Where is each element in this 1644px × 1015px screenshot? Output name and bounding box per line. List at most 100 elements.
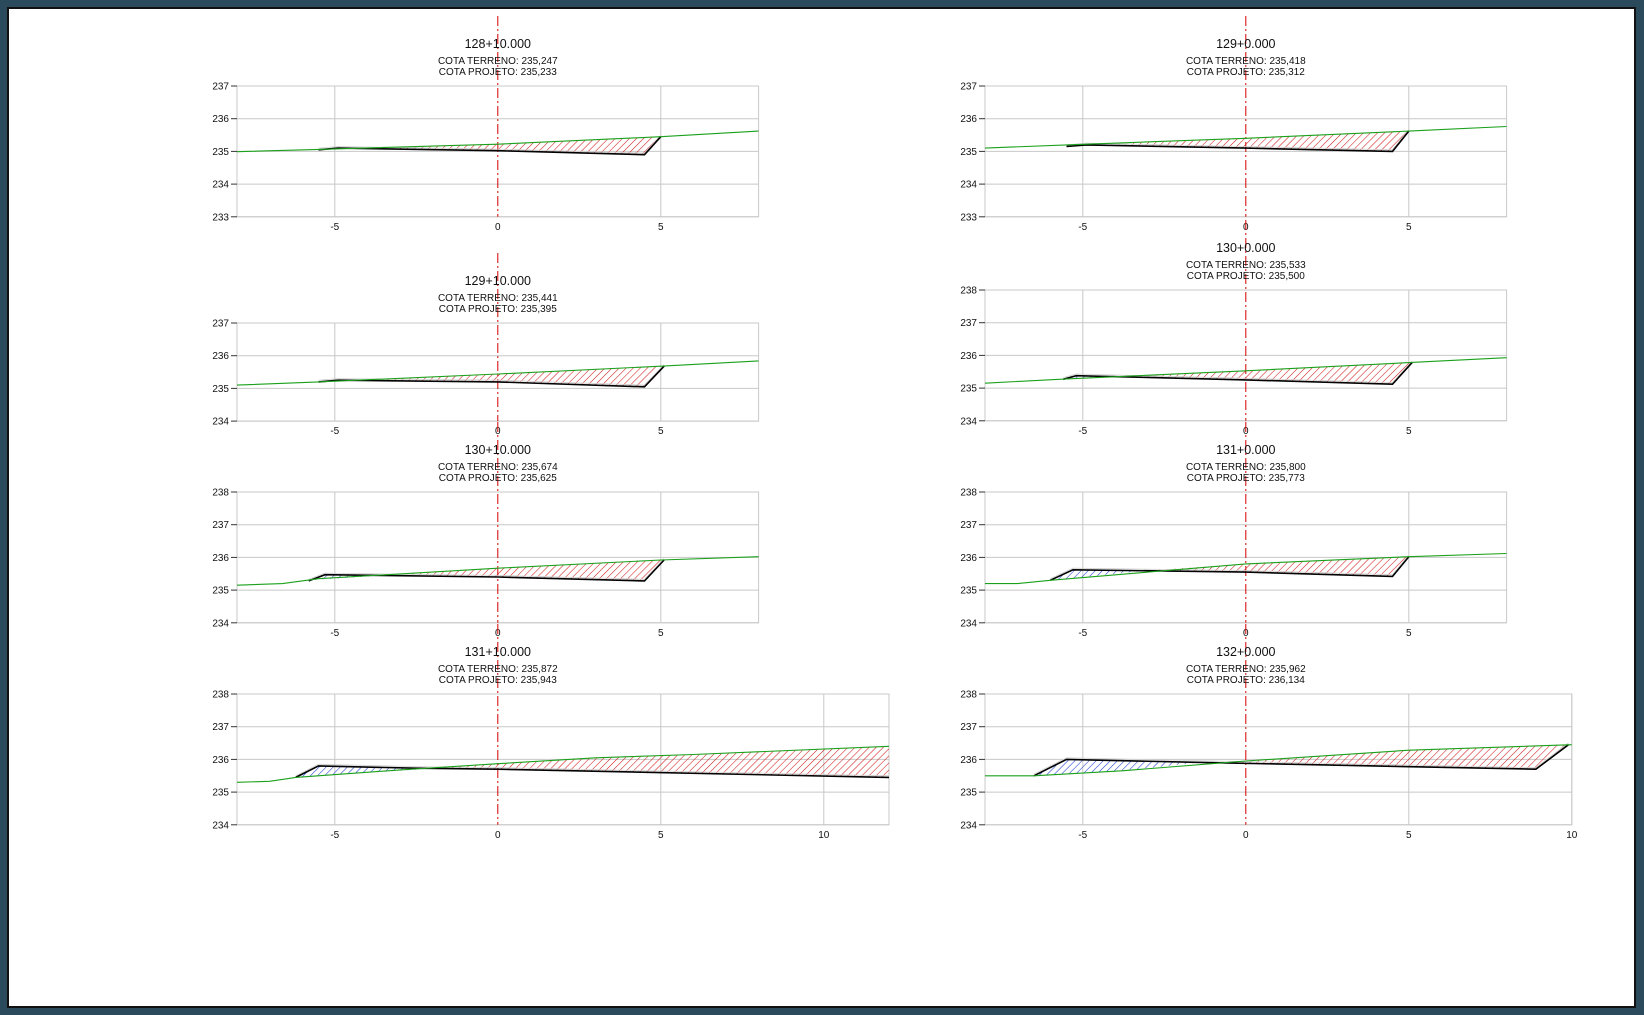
y-tick-label: 236 <box>960 351 977 362</box>
x-tick-label: 10 <box>818 830 830 841</box>
original-ground-line <box>1063 360 1413 383</box>
y-tick-label: 233 <box>212 212 229 223</box>
x-tick-label: -5 <box>330 628 339 639</box>
terrain-line <box>237 745 889 783</box>
x-tick-label: 0 <box>495 222 501 233</box>
y-tick-label: 235 <box>960 147 977 158</box>
station-label: 128+10.000 <box>465 37 531 51</box>
station-label: 130+10.000 <box>465 443 531 457</box>
y-tick-label: 237 <box>212 82 229 93</box>
station-label: 132+0.000 <box>1216 645 1275 659</box>
y-tick-label: 236 <box>960 114 977 125</box>
original-ground-line <box>308 558 665 580</box>
station-label: 129+0.000 <box>1216 37 1275 51</box>
y-tick-label: 237 <box>960 722 977 733</box>
x-tick-label: 5 <box>1406 426 1412 437</box>
cross-section-132+0.000: 234 235 236 237 238 -5 0 5 10 132+0.000 COTA TERRE… <box>960 624 1578 841</box>
y-tick-label: 236 <box>212 351 229 362</box>
original-ground-line <box>1050 554 1410 580</box>
y-tick-label: 234 <box>960 820 977 831</box>
x-tick-label: 5 <box>1406 222 1412 233</box>
y-tick-label: 238 <box>960 488 977 499</box>
design-profile-line <box>1066 130 1410 153</box>
terrain-elevation-label: COTA TERRENO: 235,247 <box>438 56 558 67</box>
terrain-line <box>985 125 1507 149</box>
y-tick-label: 235 <box>960 788 977 799</box>
x-tick-label: 5 <box>1406 628 1412 639</box>
terrain-line <box>237 556 759 586</box>
original-ground-line <box>1033 742 1569 775</box>
y-tick-label: 237 <box>960 520 977 531</box>
y-tick-label: 238 <box>212 690 229 701</box>
design-elevation-label: COTA PROJETO: 235,943 <box>439 675 557 686</box>
embankment-area <box>1050 569 1148 581</box>
cross-section-131+10.000: 234 235 236 237 238 -5 0 5 10 131+10.000 COTA TERR… <box>212 624 890 841</box>
design-profile-line <box>308 559 665 582</box>
design-profile-line <box>1062 362 1413 386</box>
x-tick-label: -5 <box>330 830 339 841</box>
y-tick-label: 235 <box>960 384 977 395</box>
terrain-elevation-label: COTA TERRENO: 235,533 <box>1186 260 1306 271</box>
drawing-sheet: 233 234 235 236 237 -5 0 5 128+10.000 COTA TERREN… <box>7 7 1636 1008</box>
terrain-line <box>985 552 1507 585</box>
y-tick-label: 235 <box>212 384 229 395</box>
y-tick-label: 237 <box>212 520 229 531</box>
terrain-line <box>237 360 759 386</box>
original-ground-line <box>1066 129 1410 151</box>
terrain-elevation-label: COTA TERRENO: 235,962 <box>1186 664 1306 675</box>
y-tick-label: 237 <box>212 722 229 733</box>
y-tick-label: 237 <box>960 82 977 93</box>
x-tick-label: 0 <box>495 830 501 841</box>
design-profile-line <box>318 365 665 388</box>
terrain-elevation-label: COTA TERRENO: 235,674 <box>438 462 558 473</box>
y-tick-label: 234 <box>212 618 229 629</box>
x-tick-label: -5 <box>1078 628 1087 639</box>
cross-sections-drawing: 233 234 235 236 237 -5 0 5 128+10.000 COTA TERREN… <box>212 16 1578 841</box>
y-tick-label: 234 <box>212 820 229 831</box>
station-label: 131+0.000 <box>1216 443 1275 457</box>
x-tick-label: 5 <box>658 426 664 437</box>
y-tick-label: 238 <box>212 488 229 499</box>
design-profile-line <box>1033 744 1569 777</box>
embankment-area <box>1033 759 1197 776</box>
design-elevation-label: COTA PROJETO: 235,233 <box>439 67 557 78</box>
y-tick-label: 236 <box>212 114 229 125</box>
x-tick-label: 5 <box>658 830 664 841</box>
cut-area <box>383 136 661 155</box>
terrain-elevation-label: COTA TERRENO: 235,418 <box>1186 56 1306 67</box>
x-tick-label: -5 <box>330 426 339 437</box>
y-tick-label: 235 <box>212 147 229 158</box>
y-tick-label: 237 <box>212 319 229 330</box>
y-tick-label: 238 <box>960 286 977 297</box>
x-tick-label: 5 <box>1406 830 1412 841</box>
y-tick-label: 237 <box>960 318 977 329</box>
original-ground-line <box>318 364 665 386</box>
y-tick-label: 238 <box>960 690 977 701</box>
station-label: 130+0.000 <box>1216 241 1275 255</box>
terrain-elevation-label: COTA TERRENO: 235,872 <box>438 664 558 675</box>
design-elevation-label: COTA PROJETO: 235,773 <box>1187 473 1305 484</box>
y-tick-label: 233 <box>960 212 977 223</box>
terrain-line <box>985 357 1507 384</box>
y-tick-label: 235 <box>212 586 229 597</box>
design-elevation-label: COTA PROJETO: 236,134 <box>1187 675 1305 686</box>
cut-area <box>1196 744 1569 770</box>
x-tick-label: 10 <box>1566 830 1578 841</box>
y-tick-label: 236 <box>960 553 977 564</box>
design-elevation-label: COTA PROJETO: 235,312 <box>1187 67 1305 78</box>
x-tick-label: 5 <box>658 628 664 639</box>
embankment-area <box>1063 375 1122 380</box>
station-label: 129+10.000 <box>465 274 531 288</box>
terrain-line <box>237 130 759 153</box>
terrain-line <box>985 744 1572 777</box>
y-tick-label: 234 <box>960 416 977 427</box>
original-ground-line <box>295 763 889 777</box>
y-tick-label: 235 <box>212 788 229 799</box>
y-tick-label: 234 <box>960 618 977 629</box>
x-tick-label: -5 <box>330 222 339 233</box>
y-tick-label: 234 <box>960 180 977 191</box>
